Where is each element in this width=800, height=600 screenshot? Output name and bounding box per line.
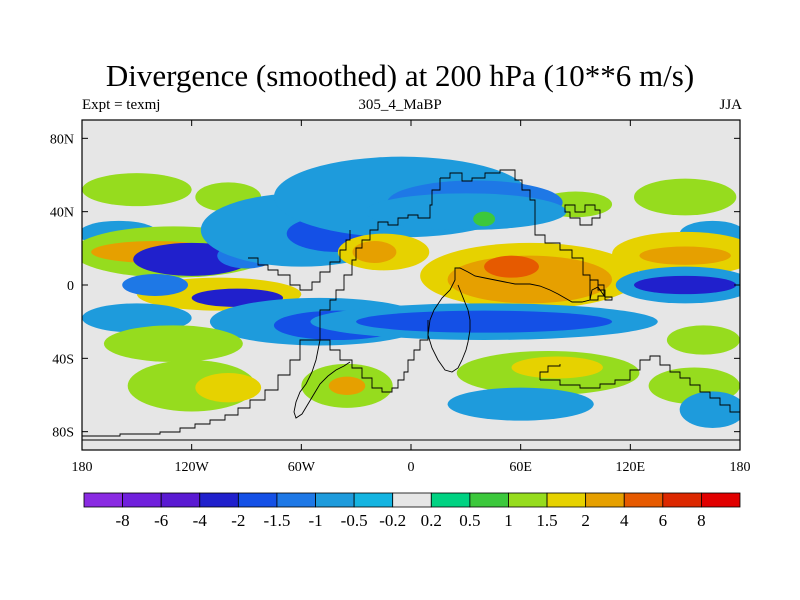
- run-label: 305_4_MaBP: [358, 97, 442, 113]
- contour-region: [511, 356, 603, 379]
- x-tick-label: 120E: [616, 460, 646, 475]
- contour-region: [679, 391, 740, 428]
- y-tick-label: 80S: [52, 426, 74, 441]
- chart-title: Divergence (smoothed) at 200 hPa (10**6 …: [105, 58, 695, 93]
- colorbar-label: -0.5: [341, 511, 368, 530]
- contour-region: [473, 211, 496, 227]
- colorbar-label: 1: [504, 511, 513, 530]
- season-label: JJA: [719, 97, 742, 113]
- colorbar-label: 0.5: [459, 511, 480, 530]
- contour-region: [666, 325, 740, 355]
- colorbar-label: 6: [659, 511, 668, 530]
- colorbar-swatch: [701, 492, 741, 508]
- colorbar-swatch: [623, 492, 664, 508]
- x-tick-label: 180: [72, 460, 93, 475]
- contour-field: [82, 156, 740, 428]
- colorbar-label: -0.2: [379, 511, 406, 530]
- x-tick-label: 0: [408, 460, 415, 475]
- colorbar-swatch: [469, 492, 509, 508]
- colorbar-swatch: [276, 492, 316, 508]
- colorbar-label: -1: [308, 511, 322, 530]
- experiment-label: Expt = texmj: [82, 97, 161, 113]
- contour-region: [484, 255, 539, 278]
- colorbar-label: 1.5: [536, 511, 557, 530]
- x-axis: 180 120W 60W 0 60E 120E 180: [72, 120, 751, 475]
- colorbar-swatch: [353, 492, 394, 508]
- contour-region: [356, 310, 613, 333]
- y-tick-label: 0: [67, 279, 74, 294]
- colorbar-swatch: [237, 492, 278, 508]
- colorbar-label: 4: [620, 511, 629, 530]
- contour-region: [82, 303, 192, 333]
- colorbar-swatch: [392, 492, 432, 508]
- coastlines: [82, 169, 740, 441]
- colorbar-label: -1.5: [263, 511, 290, 530]
- colorbar-label: -4: [193, 511, 208, 530]
- contour-region: [195, 373, 262, 403]
- colorbar-swatch: [199, 492, 239, 508]
- contour-region: [365, 193, 567, 231]
- colorbar-swatch: [508, 492, 548, 508]
- colorbar-swatch: [122, 492, 162, 508]
- colorbar-swatch: [546, 492, 587, 508]
- colorbar: -8 -6 -4 -2 -1.5 -1 -0.5 -0.2 0.2 0.5 1 1.5 2 4 6 8: [83, 492, 741, 530]
- colorbar-label: 0.2: [421, 511, 442, 530]
- colorbar-label: -6: [154, 511, 168, 530]
- contour-region: [122, 274, 189, 296]
- contour-region: [352, 241, 397, 263]
- colorbar-label: -8: [116, 511, 130, 530]
- x-tick-label: 60E: [509, 460, 532, 475]
- contour-region: [633, 178, 737, 216]
- contour-region: [639, 246, 731, 265]
- colorbar-swatch: [430, 492, 471, 508]
- colorbar-label: 8: [697, 511, 706, 530]
- contour-region: [447, 387, 594, 421]
- colorbar-swatch: [585, 492, 625, 508]
- y-axis: 80N 40N 0 40S 80S: [50, 132, 740, 441]
- contour-region: [82, 173, 192, 207]
- colorbar-swatch: [662, 492, 702, 508]
- colorbar-swatch: [83, 492, 123, 508]
- colorbar-label: -2: [231, 511, 245, 530]
- x-tick-label: 60W: [288, 460, 316, 475]
- y-tick-label: 80N: [50, 132, 74, 147]
- x-tick-label: 120W: [175, 460, 210, 475]
- colorbar-label: 2: [581, 511, 590, 530]
- x-tick-label: 180: [730, 460, 751, 475]
- contour-region: [633, 275, 737, 295]
- colorbar-swatch: [160, 492, 201, 508]
- y-tick-label: 40S: [52, 352, 74, 367]
- contour-region: [328, 376, 366, 396]
- contour-region: [103, 325, 243, 362]
- y-tick-label: 40N: [50, 206, 74, 221]
- colorbar-swatch: [315, 492, 355, 508]
